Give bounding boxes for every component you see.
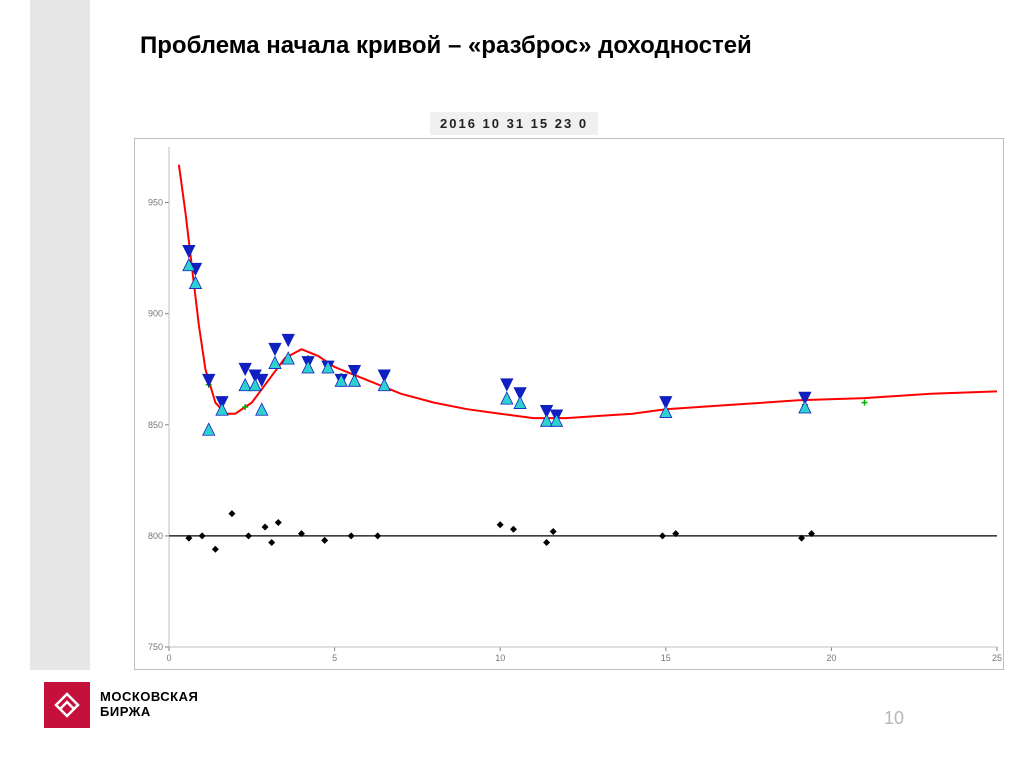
logo: МОСКОВСКАЯ БИРЖА [44,682,198,728]
svg-text:5: 5 [332,653,337,663]
yield-chart: 750 800 850 900 950 0 5 10 15 20 25 [134,138,1004,670]
slide: Проблема начала кривой – «разброс» доход… [0,0,1024,767]
svg-text:15: 15 [661,653,671,663]
logo-line1: МОСКОВСКАЯ [100,690,198,705]
svg-text:25: 25 [992,653,1002,663]
svg-text:800: 800 [148,531,163,541]
page-number: 10 [884,708,904,729]
moex-logo-icon [44,682,90,728]
svg-text:0: 0 [166,653,171,663]
svg-text:950: 950 [148,198,163,208]
timestamp-panel: 2016 10 31 15 23 0 [430,112,598,135]
svg-text:20: 20 [826,653,836,663]
page-title: Проблема начала кривой – «разброс» доход… [140,32,752,60]
svg-text:850: 850 [148,420,163,430]
svg-text:10: 10 [495,653,505,663]
logo-text: МОСКОВСКАЯ БИРЖА [100,690,198,720]
chart-svg: 750 800 850 900 950 0 5 10 15 20 25 [135,139,1003,669]
sidebar-stripe [30,0,90,670]
logo-line2: БИРЖА [100,705,198,720]
svg-text:900: 900 [148,309,163,319]
svg-text:750: 750 [148,642,163,652]
